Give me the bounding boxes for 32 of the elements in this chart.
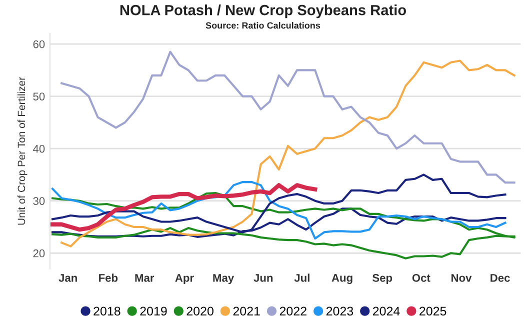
- y-tick-label: 30: [33, 197, 45, 205]
- y-tick-label: 40: [33, 144, 45, 153]
- y-tick-label: 50: [33, 92, 45, 100]
- legend-label: 2021: [233, 306, 260, 316]
- x-tick-label: Aug: [332, 274, 352, 284]
- x-tick-label: Oct: [412, 274, 430, 282]
- line-series: [60, 60, 516, 248]
- y-axis-title: Unit of Crop Per Ton of Fertilizer: [17, 77, 28, 225]
- chart-title: NOLA Potash / New Crop Soybeans Ratio: [120, 4, 406, 18]
- legend-label: 2018: [94, 306, 120, 316]
- x-tick-label: Apr: [175, 274, 194, 284]
- x-tick-label: Dec: [490, 274, 510, 282]
- x-tick-label: Jul: [294, 274, 310, 282]
- chart-subtitle: Source: Ratio Calculations: [206, 22, 320, 29]
- y-tick-label: 20: [33, 249, 45, 258]
- x-tick-label: Mar: [135, 274, 154, 282]
- y-tick-label: 60: [33, 40, 45, 48]
- legend-label: 2025: [420, 306, 446, 316]
- x-tick-label: Jan: [58, 274, 77, 282]
- legend-label: 2020: [186, 306, 214, 316]
- legend-label: 2023: [326, 306, 354, 316]
- legend-label: 2019: [140, 306, 167, 316]
- x-tick-label: May: [213, 274, 234, 284]
- x-tick-label: Feb: [99, 274, 118, 282]
- x-tick-label: Jun: [254, 274, 273, 282]
- x-tick-label: Nov: [451, 274, 472, 282]
- legend-label: 2022: [280, 306, 306, 316]
- line-series: [52, 180, 506, 240]
- line-series: [60, 50, 516, 184]
- x-tick-label: Sep: [372, 274, 392, 284]
- legend-label: 2024: [372, 306, 400, 316]
- line-series: [50, 183, 318, 232]
